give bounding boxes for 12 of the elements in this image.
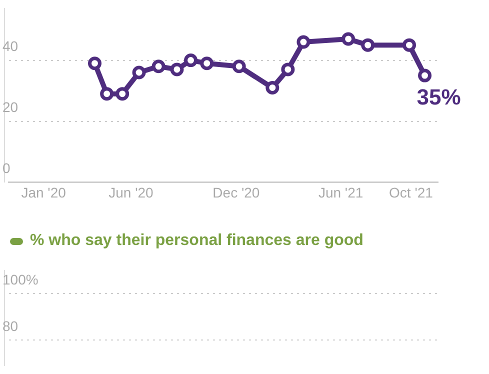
y-tick-label: 80 <box>2 318 18 334</box>
x-tick-label: Jan '20 <box>21 184 66 200</box>
x-tick-label: Jun '21 <box>318 184 364 200</box>
x-tick-label: Dec '20 <box>212 184 260 200</box>
y-tick-label: 20 <box>2 99 18 116</box>
annotation: 35% <box>416 84 461 110</box>
y-tick-label: 0 <box>2 160 10 176</box>
x-tick-label: Jun '20 <box>108 184 154 200</box>
legend-label: % who say their personal finances are good <box>30 232 364 250</box>
y-tick-label: 100% <box>2 272 38 288</box>
x-tick-label: Oct '21 <box>389 184 434 200</box>
y-tick-label: 40 <box>2 38 18 54</box>
